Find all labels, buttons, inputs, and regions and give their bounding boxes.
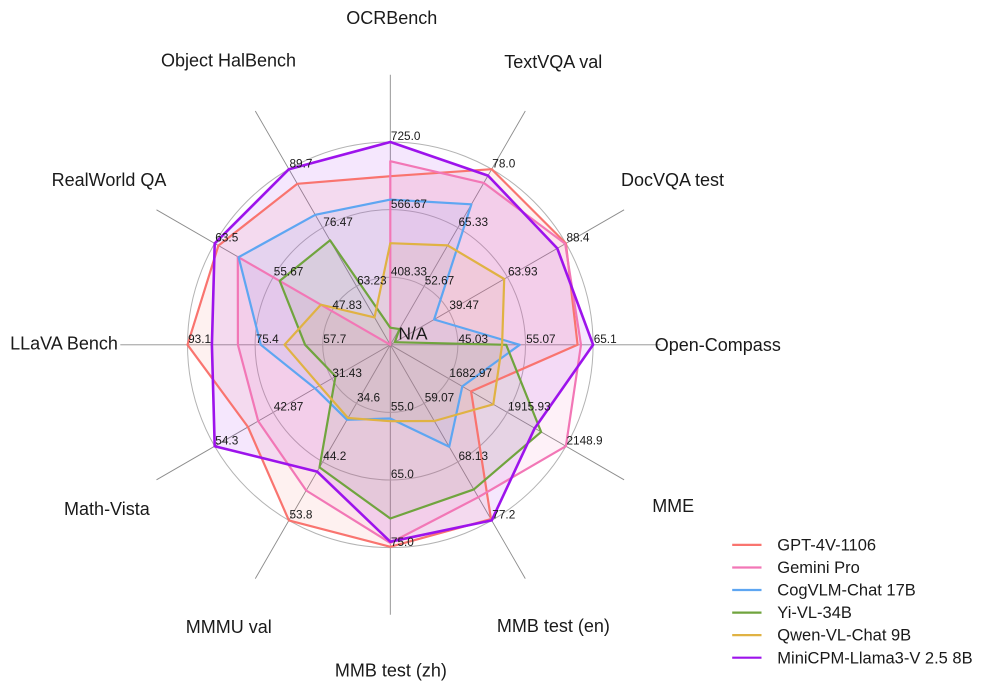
svg-text:1915.93: 1915.93 xyxy=(508,400,551,414)
svg-text:63.93: 63.93 xyxy=(508,264,538,278)
svg-text:53.8: 53.8 xyxy=(290,508,313,522)
svg-text:63.23: 63.23 xyxy=(357,274,387,288)
svg-text:44.2: 44.2 xyxy=(323,449,346,463)
svg-text:34.6: 34.6 xyxy=(357,391,380,405)
svg-text:76.47: 76.47 xyxy=(323,215,353,229)
svg-text:31.43: 31.43 xyxy=(332,366,362,380)
svg-text:59.07: 59.07 xyxy=(425,391,455,405)
svg-text:39.47: 39.47 xyxy=(449,298,479,312)
svg-text:55.07: 55.07 xyxy=(526,332,556,346)
svg-text:45.03: 45.03 xyxy=(459,332,489,346)
svg-text:Qwen-VL-Chat 9B: Qwen-VL-Chat 9B xyxy=(777,627,911,645)
svg-text:65.1: 65.1 xyxy=(594,332,617,346)
svg-text:OCRBench: OCRBench xyxy=(346,8,437,28)
svg-text:Math-Vista: Math-Vista xyxy=(64,499,151,519)
svg-text:LLaVA Bench: LLaVA Bench xyxy=(10,333,118,353)
svg-text:MiniCPM-Llama3-V 2.5 8B: MiniCPM-Llama3-V 2.5 8B xyxy=(777,649,972,667)
svg-text:89.7: 89.7 xyxy=(290,156,313,170)
svg-text:N/A: N/A xyxy=(398,324,428,344)
svg-text:Object HalBench: Object HalBench xyxy=(161,50,296,70)
svg-text:75.4: 75.4 xyxy=(256,332,279,346)
svg-text:Gemini Pro: Gemini Pro xyxy=(777,559,860,577)
svg-text:MMB test (zh): MMB test (zh) xyxy=(335,660,447,680)
svg-text:65.0: 65.0 xyxy=(391,467,414,481)
svg-text:MME: MME xyxy=(652,496,694,516)
svg-text:47.83: 47.83 xyxy=(332,298,362,312)
svg-text:408.33: 408.33 xyxy=(391,264,428,278)
svg-text:78.0: 78.0 xyxy=(492,156,515,170)
svg-text:77.2: 77.2 xyxy=(492,508,515,522)
svg-text:55.0: 55.0 xyxy=(391,400,414,414)
svg-text:2148.9: 2148.9 xyxy=(567,433,603,447)
svg-text:Open-Compass: Open-Compass xyxy=(655,335,781,355)
svg-text:57.7: 57.7 xyxy=(323,332,346,346)
svg-text:RealWorld QA: RealWorld QA xyxy=(52,170,167,190)
svg-text:725.0: 725.0 xyxy=(391,129,421,143)
svg-text:MMMU val: MMMU val xyxy=(186,617,272,637)
svg-text:DocVQA test: DocVQA test xyxy=(621,170,724,190)
svg-text:MMB test (en): MMB test (en) xyxy=(497,616,610,636)
svg-text:75.0: 75.0 xyxy=(391,535,414,549)
svg-text:88.4: 88.4 xyxy=(567,231,590,245)
svg-text:63.5: 63.5 xyxy=(215,231,238,245)
svg-text:CogVLM-Chat 17B: CogVLM-Chat 17B xyxy=(777,582,916,600)
svg-text:52.67: 52.67 xyxy=(425,274,455,288)
svg-text:65.33: 65.33 xyxy=(459,215,489,229)
svg-text:93.1: 93.1 xyxy=(188,332,211,346)
svg-text:GPT-4V-1106: GPT-4V-1106 xyxy=(777,537,876,555)
svg-text:TextVQA val: TextVQA val xyxy=(504,52,602,72)
svg-text:42.87: 42.87 xyxy=(274,400,304,414)
svg-text:54.3: 54.3 xyxy=(215,433,238,447)
svg-text:68.13: 68.13 xyxy=(459,449,489,463)
svg-text:1682.97: 1682.97 xyxy=(449,366,492,380)
svg-text:55.67: 55.67 xyxy=(274,264,304,278)
svg-text:Yi-VL-34B: Yi-VL-34B xyxy=(777,604,852,622)
svg-text:566.67: 566.67 xyxy=(391,197,427,211)
